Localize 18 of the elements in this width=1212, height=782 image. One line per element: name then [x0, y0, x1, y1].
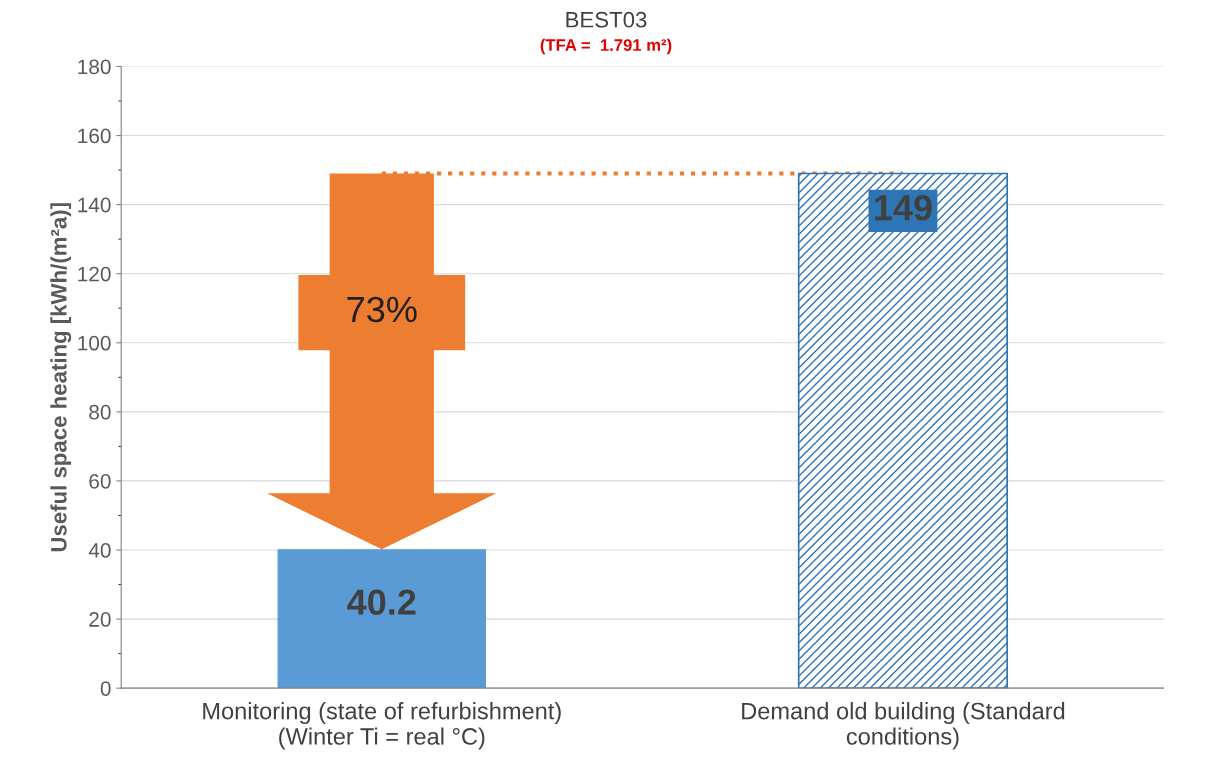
- y-tick-label: 120: [78, 266, 111, 282]
- annotation: 73%: [347, 296, 417, 323]
- y-tick-label: 20: [89, 612, 111, 627]
- x-tick-label: Demand old building (Standard conditions): [742, 702, 1065, 750]
- y-tick-label: 180: [78, 59, 111, 75]
- y-tick-label: 160: [78, 128, 111, 144]
- y-axis-title: Useful space heating [kWh/(m²a)]: [50, 203, 72, 552]
- y-tick-label: 100: [78, 335, 111, 351]
- data-label: 149: [875, 194, 932, 221]
- y-tick-label: 80: [89, 404, 111, 420]
- y-tick-label: 140: [78, 197, 111, 213]
- chart-title: BEST03: [566, 11, 647, 28]
- y-tick-label: 40: [88, 543, 111, 558]
- y-tick-label: 0: [100, 681, 111, 696]
- x-tick-label: Monitoring (state of refurbishment) (Winter Ti = real °C): [203, 702, 561, 750]
- y-tick-label: 60: [89, 473, 111, 489]
- chart-subtitle: (TFA = 1.791 m²): [540, 38, 672, 55]
- data-label: 40.2: [347, 589, 416, 615]
